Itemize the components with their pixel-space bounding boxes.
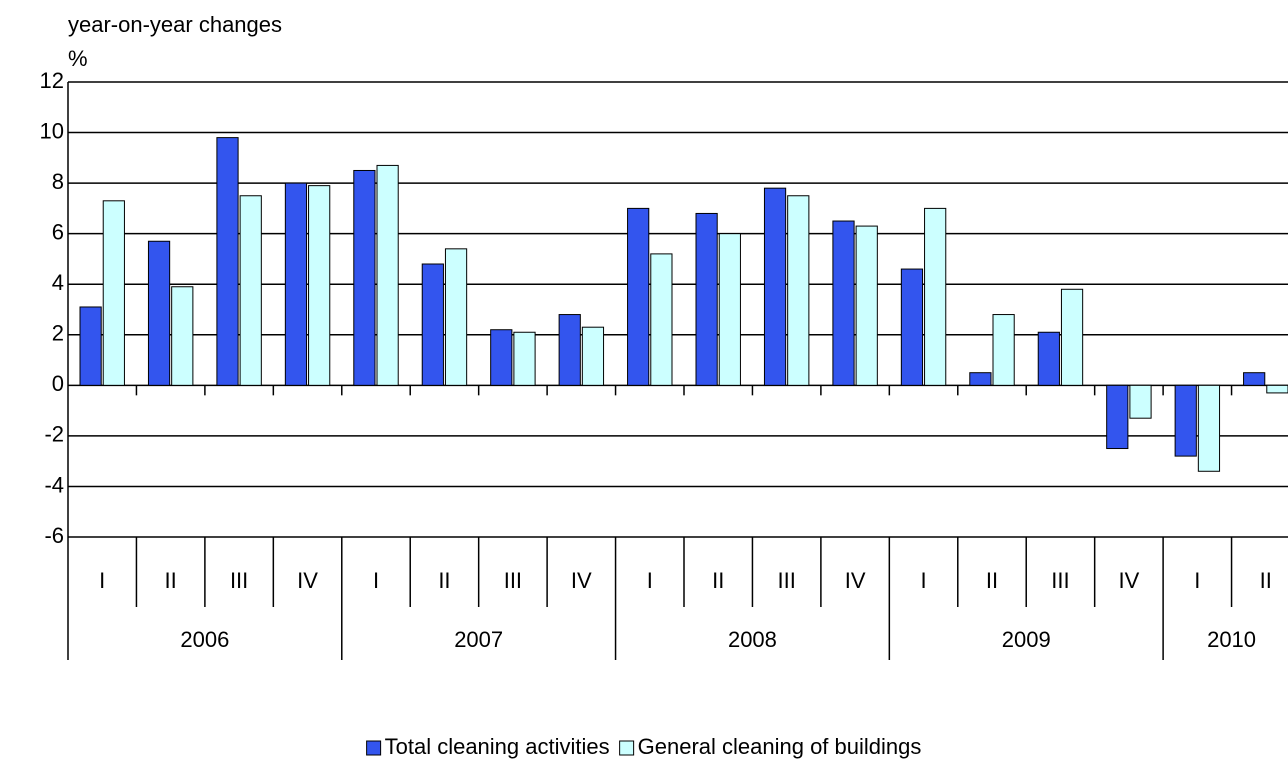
bar — [490, 329, 513, 386]
y-tick-label: 12 — [40, 68, 64, 93]
x-tick-label: III — [504, 568, 522, 593]
x-tick-label: I — [1194, 568, 1200, 593]
bar — [353, 169, 376, 386]
x-tick-label: III — [230, 568, 248, 593]
bar — [79, 306, 102, 386]
x-tick-label: II — [438, 568, 450, 593]
y-axis-label-top: year-on-year changes — [68, 12, 282, 37]
legend-swatch — [619, 740, 635, 756]
bar — [1174, 384, 1197, 457]
bar — [855, 225, 878, 386]
bar — [1197, 384, 1221, 472]
bar — [147, 240, 171, 386]
x-tick-label: II — [986, 568, 998, 593]
y-tick-label: -2 — [44, 422, 64, 447]
bar — [787, 195, 810, 386]
bar — [650, 253, 673, 386]
bar — [102, 200, 125, 386]
bar — [216, 137, 239, 386]
x-tick-label: II — [712, 568, 724, 593]
y-tick-label: 2 — [52, 321, 64, 346]
bar — [718, 233, 741, 386]
y-tick-label: 4 — [52, 270, 64, 295]
legend-swatch — [366, 740, 382, 756]
x-tick-label: I — [99, 568, 105, 593]
bar — [627, 207, 650, 386]
bar — [1243, 372, 1266, 386]
x-tick-label: I — [920, 568, 926, 593]
bar — [969, 372, 992, 386]
bar — [284, 182, 308, 386]
bar — [171, 286, 194, 386]
bar — [900, 268, 924, 386]
y-tick-label: 6 — [52, 219, 64, 244]
x-group-label: 2010 — [1207, 627, 1256, 652]
x-tick-label: IV — [1118, 568, 1139, 593]
x-tick-label: III — [777, 568, 795, 593]
x-group-label: 2008 — [728, 627, 777, 652]
bar — [992, 314, 1015, 386]
bar — [1266, 384, 1288, 394]
bar — [444, 248, 468, 386]
x-tick-label: I — [373, 568, 379, 593]
bar — [513, 331, 536, 386]
y-tick-label: -4 — [44, 472, 64, 497]
bar — [308, 185, 331, 386]
bar — [1106, 384, 1129, 450]
y-tick-label: 10 — [40, 118, 64, 143]
y-axis-label: % — [68, 46, 88, 71]
bar — [924, 207, 947, 386]
x-group-label: 2007 — [454, 627, 503, 652]
x-tick-label: IV — [297, 568, 318, 593]
bar — [376, 164, 399, 386]
x-tick-label: IV — [571, 568, 592, 593]
bar — [558, 314, 581, 386]
y-tick-label: 8 — [52, 169, 64, 194]
bar — [421, 263, 444, 386]
bar — [695, 212, 718, 386]
legend-label: General cleaning of buildings — [638, 734, 922, 759]
x-tick-label: II — [165, 568, 177, 593]
x-tick-label: II — [1260, 568, 1272, 593]
bar — [239, 195, 262, 386]
x-tick-label: I — [647, 568, 653, 593]
bar — [581, 326, 605, 386]
bar — [832, 220, 855, 386]
x-group-label: 2009 — [1002, 627, 1051, 652]
bar — [1037, 331, 1060, 386]
bar — [1129, 384, 1152, 419]
x-group-label: 2006 — [180, 627, 229, 652]
x-tick-label: IV — [845, 568, 866, 593]
bar — [1060, 288, 1084, 386]
y-tick-label: -6 — [44, 523, 64, 548]
x-tick-label: III — [1051, 568, 1069, 593]
y-tick-label: 0 — [52, 371, 64, 396]
bar — [763, 187, 787, 386]
legend-label: Total cleaning activities — [385, 734, 610, 759]
